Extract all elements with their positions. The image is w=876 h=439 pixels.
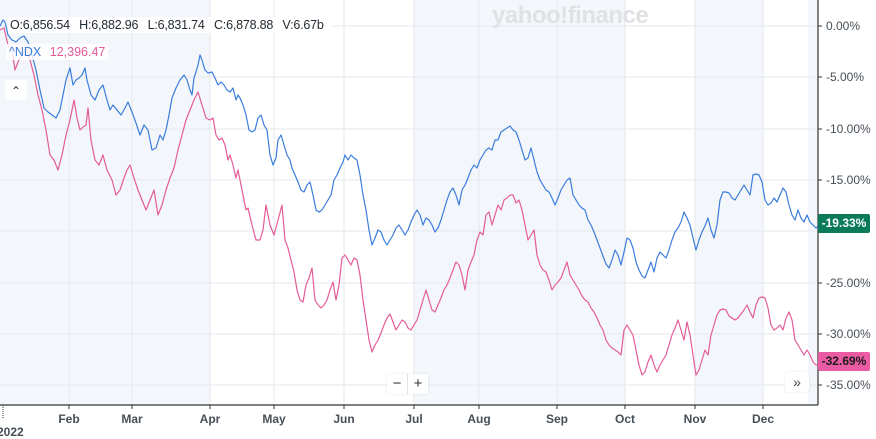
- primary-series-line[interactable]: [0, 19, 819, 279]
- y-tick-label: -25.00%: [826, 276, 871, 290]
- volume-value: V:6.67b: [282, 18, 324, 32]
- zoom-in-button[interactable]: +: [413, 375, 423, 392]
- zoom-out-button[interactable]: −: [392, 375, 402, 392]
- year-label: 2022: [0, 425, 24, 439]
- y-tick-label: -5.00%: [826, 70, 865, 84]
- y-tick-label: -30.00%: [826, 327, 871, 341]
- x-tick-label: Dec: [751, 412, 775, 426]
- caret-up-icon[interactable]: ⌃: [5, 80, 27, 100]
- x-tick-label: Apr: [199, 412, 221, 426]
- comparison-symbol[interactable]: ^NDX: [9, 45, 42, 59]
- y-tick-label: 0.00%: [826, 19, 861, 33]
- y-tick-label: -15.00%: [826, 173, 871, 187]
- y-tick-label: -35.00%: [826, 378, 871, 392]
- x-tick-label: Mar: [121, 412, 143, 426]
- y-tick-label: -10.00%: [826, 122, 871, 136]
- close-value: C:6,878.88: [213, 18, 274, 32]
- zoom-separator: [407, 374, 408, 394]
- zoom-controls: − +: [387, 374, 428, 394]
- band-end: [808, 0, 818, 405]
- band-nov: [695, 0, 763, 405]
- high-value: H:6,882.96: [79, 18, 139, 32]
- low-value: L:6,831.74: [147, 18, 205, 32]
- scroll-to-latest-button[interactable]: »: [785, 372, 809, 392]
- x-tick-label: May: [262, 412, 286, 426]
- y-ticks: [818, 25, 822, 386]
- ohlc-readout: O:6,856.54 H:6,882.96 L:6,831.74 C:6,878…: [8, 17, 332, 33]
- x-tick-label: Feb: [58, 412, 80, 426]
- ndx-series-line[interactable]: [0, 27, 818, 376]
- open-value: O:6,856.54: [10, 18, 70, 32]
- x-tick-label: Sep: [545, 412, 569, 426]
- band-jan-mar: [0, 0, 210, 405]
- primary-last-value-badge: -19.33%: [818, 214, 870, 233]
- x-tick-label: Jul: [405, 412, 423, 426]
- comparison-value: 12,396.47: [49, 45, 106, 59]
- ndx-last-value-badge: -32.69%: [818, 352, 870, 371]
- x-tick-label: Nov: [683, 412, 707, 426]
- x-tick-label: Jun: [333, 412, 355, 426]
- x-tick-label: Oct: [614, 412, 636, 426]
- comparison-legend[interactable]: ^NDX 12,396.47: [6, 44, 109, 60]
- x-tick-label: Aug: [467, 412, 491, 426]
- yahoo-finance-watermark: yahoo!finance: [492, 2, 649, 29]
- x-ticks: [2, 405, 764, 418]
- x-grid: [68, 0, 764, 405]
